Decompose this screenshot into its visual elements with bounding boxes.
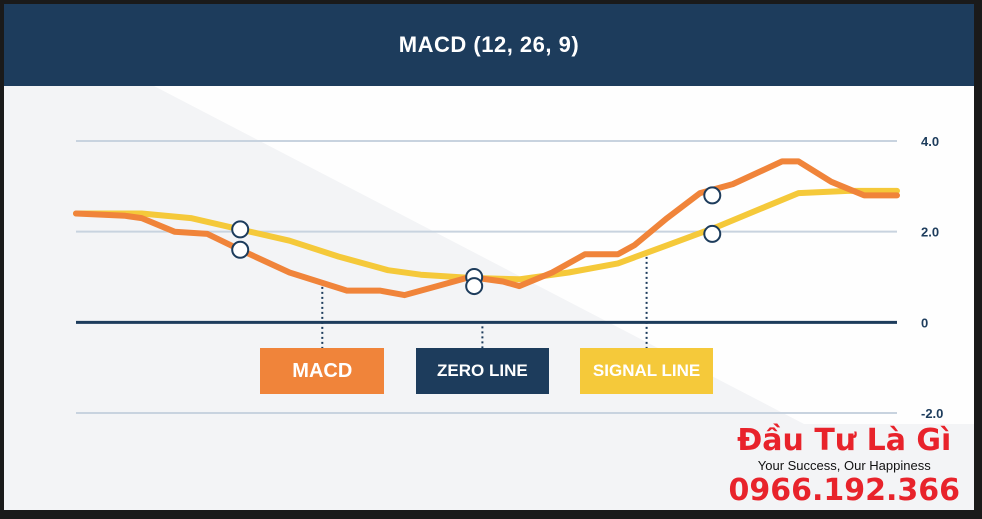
- series-line-macd: [73, 158, 900, 299]
- crossover-marker: [231, 220, 250, 239]
- crossover-marker: [231, 240, 250, 259]
- macd-chart: 4.0 2.0 0 -2.0: [73, 86, 974, 424]
- crossover-marker: [703, 186, 722, 205]
- crossover-marker: [465, 277, 484, 296]
- watermark: Đầu Tư Là Gì Your Success, Our Happiness…: [728, 424, 960, 508]
- watermark-brand: Đầu Tư Là Gì: [737, 423, 952, 458]
- crossover-marker: [703, 224, 722, 243]
- y-tick-label: -2.0: [921, 406, 943, 421]
- callout-macd: MACD: [260, 348, 385, 394]
- callout-zero-line: ZERO LINE: [415, 348, 549, 394]
- y-tick-label: 2.0: [921, 225, 939, 240]
- y-tick-label: 0: [921, 315, 928, 330]
- callout-signal-line: SIGNAL LINE: [580, 348, 714, 394]
- chart-header: MACD (12, 26, 9): [4, 4, 974, 86]
- watermark-tagline: Your Success, Our Happiness: [757, 458, 931, 473]
- watermark-phone: 0966.192.366: [728, 473, 960, 508]
- chart-title: MACD (12, 26, 9): [398, 32, 580, 57]
- chart-frame: 4.0 2.0 0 -2.0 MACD (12, 26, 9) MACD ZERO LI…: [4, 4, 974, 510]
- y-tick-label: 4.0: [921, 134, 939, 149]
